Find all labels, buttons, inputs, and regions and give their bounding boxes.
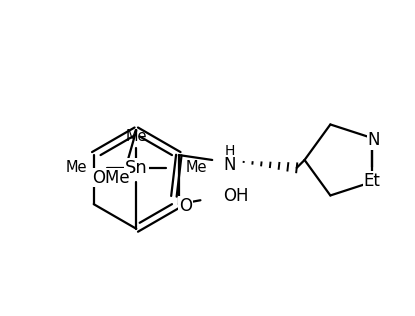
Text: O: O xyxy=(179,197,192,215)
Text: Et: Et xyxy=(364,172,381,190)
Text: Me: Me xyxy=(66,160,87,175)
Text: N: N xyxy=(368,131,380,149)
Text: Me: Me xyxy=(186,160,207,175)
Text: Sn: Sn xyxy=(125,159,148,177)
Text: Me: Me xyxy=(125,129,147,144)
Text: H: H xyxy=(225,144,235,158)
Text: N: N xyxy=(224,156,236,174)
Text: OH: OH xyxy=(223,187,249,205)
Text: OMe: OMe xyxy=(92,169,129,187)
